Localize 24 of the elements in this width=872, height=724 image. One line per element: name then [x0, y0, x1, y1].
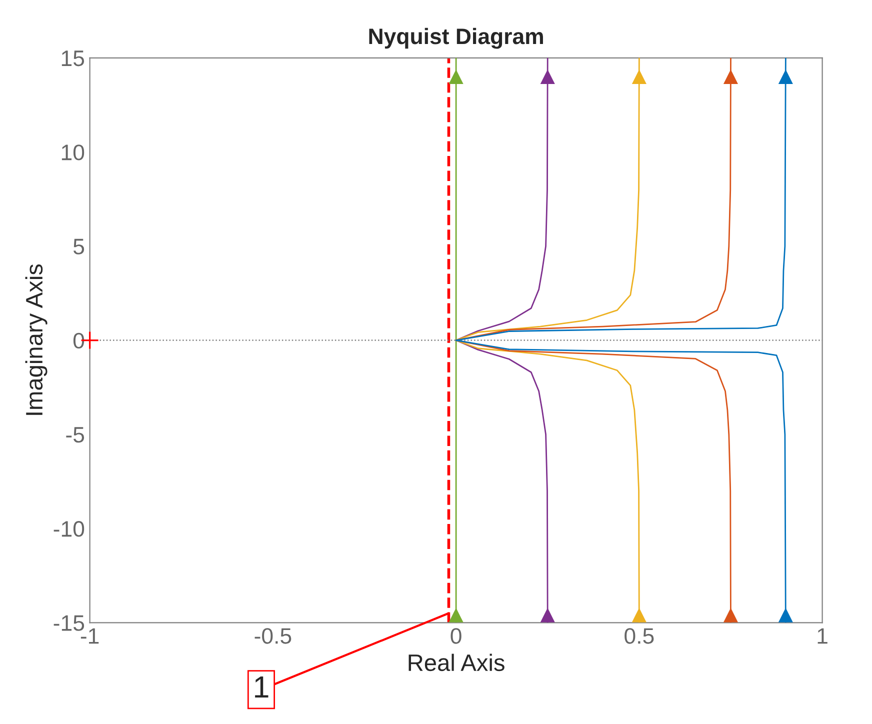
x-tick-label: 0 — [450, 628, 462, 644]
annotation: 1 — [255, 676, 268, 698]
y-axis-title: Imaginary Axis — [25, 264, 48, 415]
point — [778, 69, 793, 84]
x-axis-title: Real Axis — [408, 654, 504, 672]
y-tick-label: 10 — [62, 144, 84, 160]
point — [448, 69, 464, 84]
x-tick-label: 0.5 — [624, 628, 654, 644]
y-tick-label: 0 — [73, 332, 84, 349]
y-tick-label: 15 — [62, 50, 84, 66]
point — [540, 69, 555, 84]
y-tick-label: -10 — [54, 521, 84, 537]
point — [448, 608, 464, 622]
point — [540, 608, 555, 622]
point — [723, 608, 738, 622]
y-tick-label: 5 — [73, 238, 84, 254]
chart-title: Nyquist Diagram — [369, 28, 543, 49]
y-tick-label: -5 — [66, 427, 84, 443]
point — [723, 69, 738, 84]
x-tick-label: 1 — [818, 628, 828, 644]
point — [632, 608, 646, 622]
point — [778, 608, 793, 622]
x-tick-label: -0.5 — [254, 628, 292, 644]
point — [632, 69, 646, 84]
